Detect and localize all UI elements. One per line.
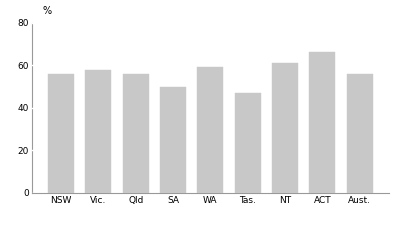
Bar xyxy=(123,74,149,193)
Bar xyxy=(272,63,298,193)
Bar xyxy=(309,52,335,193)
Bar xyxy=(197,67,224,193)
Bar xyxy=(235,93,261,193)
Bar xyxy=(347,74,373,193)
Bar xyxy=(48,74,74,193)
Bar xyxy=(85,69,112,193)
Text: %: % xyxy=(42,6,52,16)
Bar xyxy=(160,86,186,193)
